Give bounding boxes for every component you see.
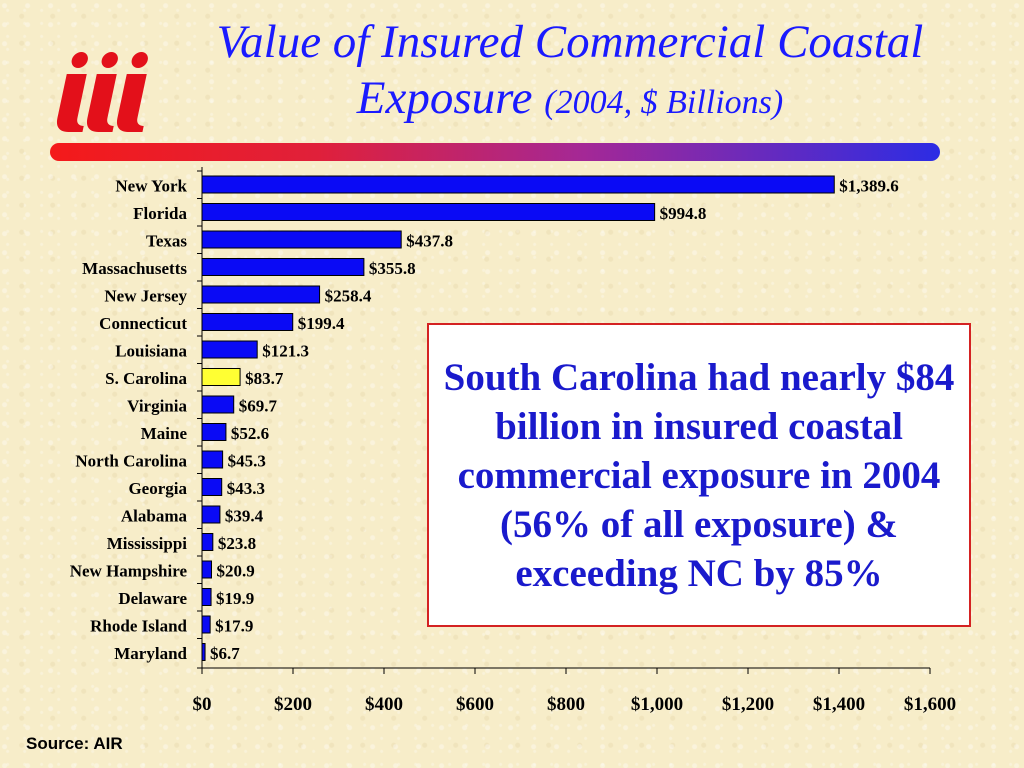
bar xyxy=(201,505,221,524)
value-label: $994.8 xyxy=(660,204,707,223)
x-tick-label: $1,400 xyxy=(813,694,865,715)
x-tick-label: $400 xyxy=(365,694,403,715)
bar xyxy=(201,615,211,634)
bar xyxy=(201,395,235,414)
category-label: Rhode Island xyxy=(90,617,187,636)
category-label: Connecticut xyxy=(99,314,187,333)
bar xyxy=(201,175,835,194)
category-label: New Jersey xyxy=(104,287,187,306)
bar xyxy=(201,313,294,331)
category-label: New Hampshire xyxy=(70,562,188,581)
value-label: $121.3 xyxy=(262,342,309,361)
value-label: $23.8 xyxy=(218,534,256,553)
bar-highlighted xyxy=(201,368,241,386)
category-label: Georgia xyxy=(128,479,187,498)
bar xyxy=(201,258,365,276)
category-label: Texas xyxy=(146,232,187,251)
category-label: Mississippi xyxy=(107,534,188,553)
bar xyxy=(201,203,656,221)
source-note: Source: AIR xyxy=(26,734,123,753)
value-label: $258.4 xyxy=(325,287,372,306)
title-divider xyxy=(50,143,940,161)
callout-box: South Carolina had nearly $84 billion in… xyxy=(427,323,971,627)
x-tick-label: $1,600 xyxy=(904,694,956,715)
title-unit: (2004, $ Billions) xyxy=(544,84,784,121)
company-logo xyxy=(56,40,156,136)
category-label: Florida xyxy=(133,204,187,223)
value-label: $83.7 xyxy=(245,369,284,388)
value-label: $69.7 xyxy=(239,397,278,416)
bar xyxy=(201,478,223,496)
bar-chart: New York $1,389.6 Florida $994.8 Texas $437.8… xyxy=(70,167,956,715)
value-label: $17.9 xyxy=(215,617,253,636)
bar xyxy=(201,533,214,551)
category-label: Maine xyxy=(141,424,188,443)
category-label: New York xyxy=(115,177,187,196)
x-tick-label: $600 xyxy=(456,694,494,715)
value-label: $45.3 xyxy=(228,452,266,471)
value-label: $355.8 xyxy=(369,259,416,278)
bar xyxy=(201,450,224,469)
bar xyxy=(201,423,227,441)
x-tick-label: $0 xyxy=(193,694,212,715)
value-label: $20.9 xyxy=(217,562,255,581)
bar xyxy=(201,340,258,359)
value-label: $19.9 xyxy=(216,589,254,608)
value-label: $6.7 xyxy=(210,644,240,663)
bar xyxy=(201,560,213,579)
category-label: Louisiana xyxy=(115,342,187,361)
bar xyxy=(201,285,321,304)
value-label: $43.3 xyxy=(227,479,265,498)
category-label: Delaware xyxy=(118,589,187,608)
callout-text: South Carolina had nearly $84 billion in… xyxy=(443,355,955,595)
x-tick-label: $200 xyxy=(274,694,312,715)
slide-title: Value of Insured Commercial Coastal Expo… xyxy=(180,14,960,131)
value-label: $52.6 xyxy=(231,424,269,443)
x-tick-label: $1,000 xyxy=(631,694,683,715)
bar xyxy=(201,643,206,661)
title-main: Value of Insured Commercial Coastal Expo… xyxy=(216,16,924,124)
bar xyxy=(201,230,402,249)
category-label: Virginia xyxy=(127,397,187,416)
value-label: $199.4 xyxy=(298,314,345,333)
value-label: $1,389.6 xyxy=(839,177,899,196)
value-label: $437.8 xyxy=(406,232,453,251)
iii-logo-icon xyxy=(56,52,148,132)
category-label: S. Carolina xyxy=(105,369,187,388)
x-tick-label: $800 xyxy=(547,694,585,715)
category-label: Massachusetts xyxy=(82,259,187,278)
bar xyxy=(201,588,212,606)
category-label: North Carolina xyxy=(75,452,187,471)
value-label: $39.4 xyxy=(225,507,264,526)
category-label: Maryland xyxy=(114,644,187,663)
x-tick-label: $1,200 xyxy=(722,694,774,715)
category-label: Alabama xyxy=(121,507,188,526)
